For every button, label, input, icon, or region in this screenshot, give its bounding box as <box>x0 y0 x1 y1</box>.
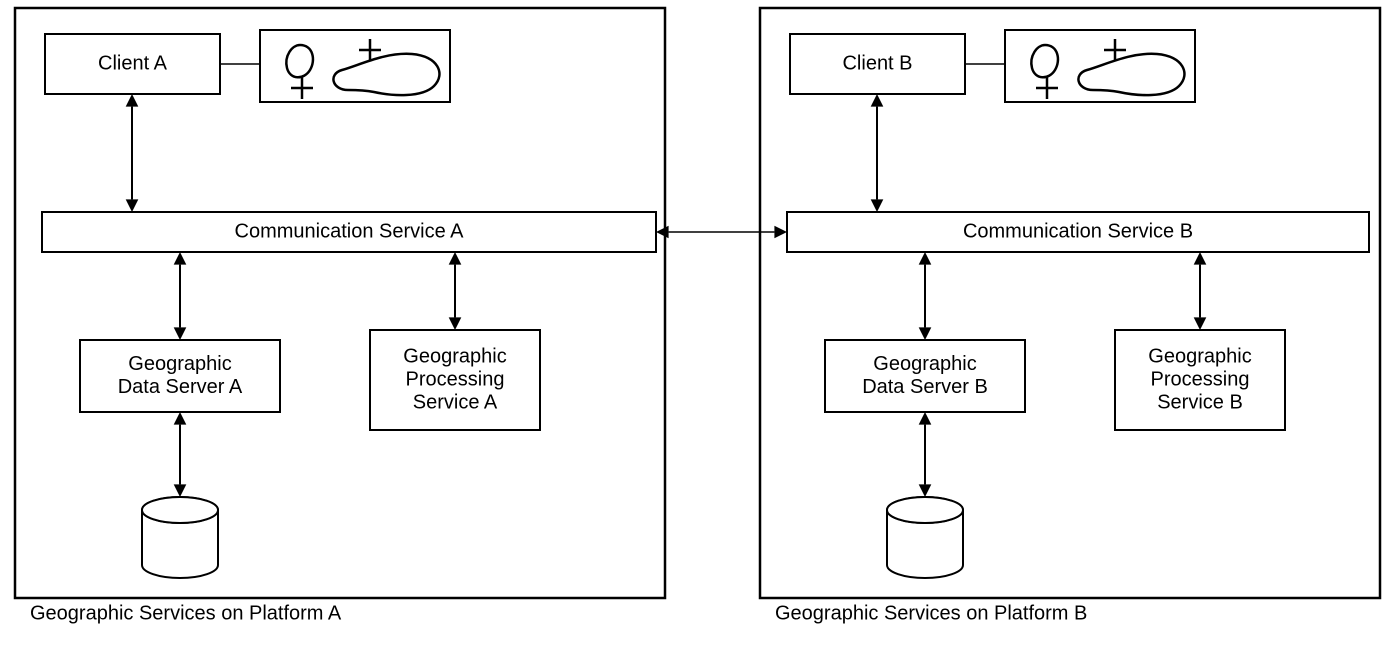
node-label: Geographic <box>403 345 506 367</box>
clientA: Client A <box>45 34 220 94</box>
node-label: Communication Service B <box>963 220 1193 242</box>
node-label: Geographic <box>873 353 976 375</box>
node-label: Geographic <box>1148 345 1251 367</box>
node-label: Client B <box>842 52 912 74</box>
node-label: Processing <box>406 368 505 390</box>
node-label: Data Server B <box>862 376 988 398</box>
platform-caption: Geographic Services on Platform B <box>775 603 1087 625</box>
geoDataB: GeographicData Server B <box>825 340 1025 412</box>
node-label: Communication Service A <box>235 220 465 242</box>
commA: Communication Service A <box>42 212 656 252</box>
platform-caption: Geographic Services on Platform A <box>30 603 342 625</box>
node-label: Client A <box>98 52 168 74</box>
geoProcA: GeographicProcessingService A <box>370 330 540 430</box>
node-label: Processing <box>1151 368 1250 390</box>
node-label: Geographic <box>128 353 231 375</box>
commB: Communication Service B <box>787 212 1369 252</box>
geoProcB: GeographicProcessingService B <box>1115 330 1285 430</box>
node-label: Service A <box>413 391 498 413</box>
node-label: Service B <box>1157 391 1243 413</box>
clientB: Client B <box>790 34 965 94</box>
node-label: Data Server A <box>118 376 243 398</box>
geoDataA: GeographicData Server A <box>80 340 280 412</box>
